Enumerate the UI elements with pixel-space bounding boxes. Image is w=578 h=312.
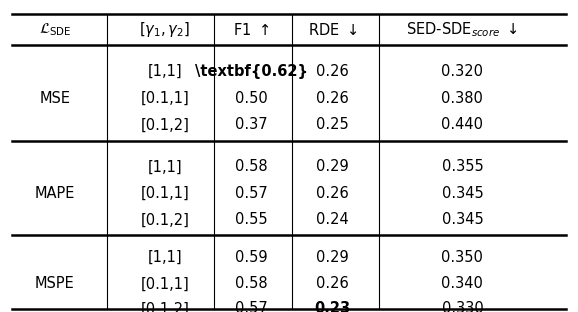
- Text: 0.26: 0.26: [316, 276, 349, 291]
- Text: MAPE: MAPE: [35, 186, 75, 201]
- Text: [0.1,2]: [0.1,2]: [140, 301, 189, 312]
- Text: 0.355: 0.355: [442, 159, 483, 174]
- Text: 0.29: 0.29: [316, 250, 349, 265]
- Text: F1 $\uparrow$: F1 $\uparrow$: [233, 22, 270, 38]
- Text: 0.57: 0.57: [235, 186, 268, 201]
- Text: 0.50: 0.50: [235, 91, 268, 106]
- Text: 0.25: 0.25: [316, 117, 349, 132]
- Text: $[\gamma_1, \gamma_2]$: $[\gamma_1, \gamma_2]$: [139, 20, 190, 39]
- Text: [1,1]: [1,1]: [147, 159, 182, 174]
- Text: 0.23: 0.23: [314, 301, 350, 312]
- Text: 0.345: 0.345: [442, 186, 483, 201]
- Text: 0.440: 0.440: [442, 117, 483, 132]
- Text: SED-SDE$_{score}$ $\downarrow$: SED-SDE$_{score}$ $\downarrow$: [406, 20, 518, 39]
- Text: 0.37: 0.37: [235, 117, 268, 132]
- Text: 0.320: 0.320: [442, 64, 483, 79]
- Text: 0.345: 0.345: [442, 212, 483, 227]
- Text: 0.24: 0.24: [316, 212, 349, 227]
- Text: 0.330: 0.330: [442, 301, 483, 312]
- Text: [0.1,1]: [0.1,1]: [140, 91, 189, 106]
- Text: [0.1,1]: [0.1,1]: [140, 186, 189, 201]
- Text: \textbf{0.62}: \textbf{0.62}: [195, 64, 308, 79]
- Text: [1,1]: [1,1]: [147, 64, 182, 79]
- Text: [0.1,1]: [0.1,1]: [140, 276, 189, 291]
- Text: MSE: MSE: [39, 91, 71, 106]
- Text: 0.58: 0.58: [235, 276, 268, 291]
- Text: 0.29: 0.29: [316, 159, 349, 174]
- Text: 0.380: 0.380: [442, 91, 483, 106]
- Text: [0.1,2]: [0.1,2]: [140, 117, 189, 132]
- Text: 0.26: 0.26: [316, 64, 349, 79]
- Text: 0.58: 0.58: [235, 159, 268, 174]
- Text: [0.1,2]: [0.1,2]: [140, 212, 189, 227]
- Text: 0.59: 0.59: [235, 250, 268, 265]
- Text: 0.55: 0.55: [235, 212, 268, 227]
- Text: [1,1]: [1,1]: [147, 250, 182, 265]
- Text: 0.350: 0.350: [442, 250, 483, 265]
- Text: 0.26: 0.26: [316, 91, 349, 106]
- Text: 0.26: 0.26: [316, 186, 349, 201]
- Text: 0.340: 0.340: [442, 276, 483, 291]
- Text: 0.57: 0.57: [235, 301, 268, 312]
- Text: RDE $\downarrow$: RDE $\downarrow$: [307, 22, 357, 38]
- Text: MSPE: MSPE: [35, 276, 75, 291]
- Text: $\mathcal{L}_{\mathrm{SDE}}$: $\mathcal{L}_{\mathrm{SDE}}$: [39, 21, 71, 38]
